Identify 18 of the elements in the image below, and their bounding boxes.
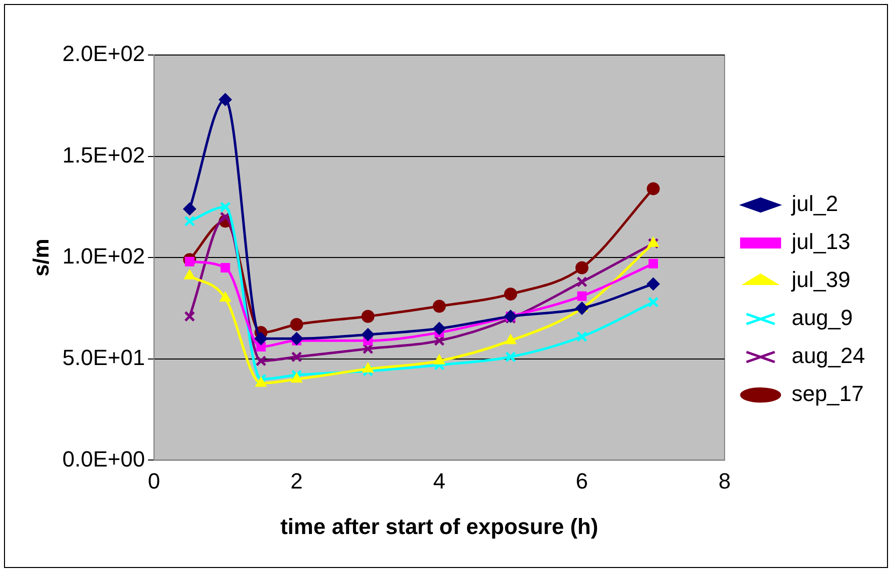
y-tick-label: 0.0E+00	[62, 446, 145, 472]
x-tick-label: 8	[718, 468, 731, 494]
x-tick-label: 4	[433, 468, 446, 494]
x-axis-title: time after start of exposure (h)	[280, 514, 598, 539]
y-axis-title: s/m	[28, 238, 54, 277]
y-tick-label: 1.0E+02	[62, 244, 145, 269]
x-tick-label: 6	[576, 468, 588, 494]
x-tick-label: 0	[148, 468, 160, 494]
legend-label: jul_2	[790, 191, 838, 216]
y-tick-label: 5.0E+01	[62, 344, 145, 370]
legend-label: aug_9	[792, 305, 853, 330]
x-tick-label: 2	[290, 468, 303, 494]
legend-label: jul_39	[790, 267, 850, 292]
legend-label: aug_24	[792, 343, 866, 368]
y-tick-label: 1.5E+02	[62, 142, 145, 168]
legend-label: sep_17	[792, 381, 864, 406]
legend-label: jul_13	[790, 229, 850, 254]
y-tick-label: 2.0E+02	[62, 41, 145, 66]
